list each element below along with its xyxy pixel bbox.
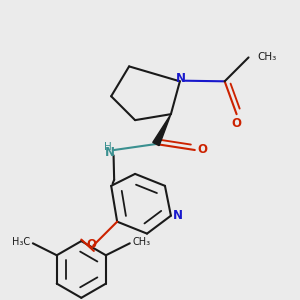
Text: CH₃: CH₃ <box>133 237 151 247</box>
Polygon shape <box>153 114 171 146</box>
Text: N: N <box>173 208 183 222</box>
Text: CH₃: CH₃ <box>257 52 277 62</box>
Text: O: O <box>197 143 207 156</box>
Text: H: H <box>104 142 112 152</box>
Text: O: O <box>87 238 97 251</box>
Text: N: N <box>105 146 115 160</box>
Text: N: N <box>176 72 186 85</box>
Text: O: O <box>232 117 242 130</box>
Text: H₃C: H₃C <box>12 237 30 247</box>
